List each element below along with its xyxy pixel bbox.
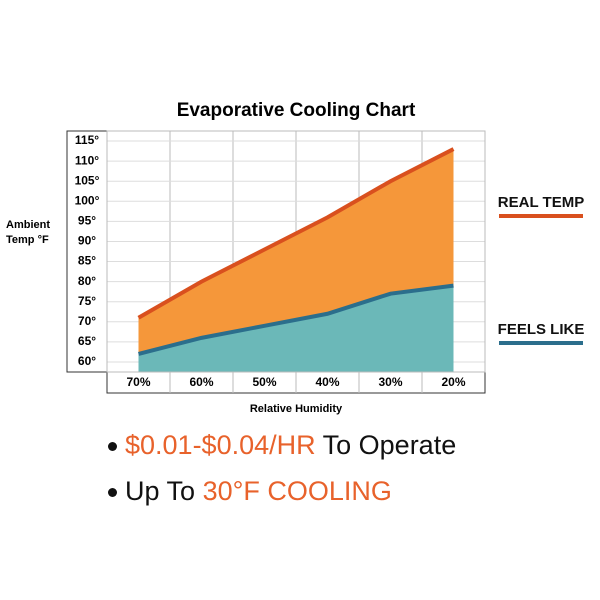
chart-title: Evaporative Cooling Chart [177, 100, 416, 121]
x-tick-label: 60% [189, 375, 213, 389]
highlight: $0.01-$0.04/HR [125, 430, 316, 460]
x-tick-label: 70% [126, 375, 150, 389]
y-tick-label: 115° [75, 133, 99, 147]
y-axis-label: Ambient Temp °F [6, 219, 50, 246]
bullet: $0.01-$0.04/HR To Operate [108, 422, 456, 468]
bullet-dot [108, 442, 117, 452]
legend-label: FEELS LIKE [498, 321, 585, 338]
y-tick-label: 60° [78, 354, 96, 368]
x-tick-label: 50% [252, 375, 276, 389]
x-tick-label: 40% [315, 375, 339, 389]
y-tick-label: 90° [78, 234, 96, 248]
y-tick-label: 100° [75, 193, 100, 207]
plot-frame [106, 130, 486, 373]
series-line [137, 147, 455, 320]
bullet-dot [108, 488, 117, 498]
area-fill [138, 285, 454, 372]
bullet: Up To 30°F COOLING [108, 468, 456, 514]
y-tick-label: 75° [78, 294, 96, 308]
y-tick-label: 110° [75, 153, 99, 167]
y-tick-label: 65° [78, 334, 96, 348]
y-tick-label: 70° [78, 314, 96, 328]
legend-label: REAL TEMP [498, 194, 584, 211]
bullets: $0.01-$0.04/HR To Operate Up To 30°F COO… [108, 422, 456, 514]
x-tick-label: 30% [378, 375, 402, 389]
bullet-text: Up To [125, 476, 196, 506]
y-tick-label: 95° [78, 214, 96, 228]
y-tick-label: 85° [78, 254, 96, 268]
bullet-text: To Operate [322, 430, 457, 460]
x-axis-label: Relative Humidity [250, 403, 343, 415]
highlight: 30°F COOLING [202, 476, 392, 506]
series-line [138, 283, 454, 356]
x-tick-label: 20% [441, 375, 465, 389]
y-tick-label: 105° [75, 173, 100, 187]
area-fill [138, 149, 454, 354]
y-tick-label: 80° [78, 274, 96, 288]
